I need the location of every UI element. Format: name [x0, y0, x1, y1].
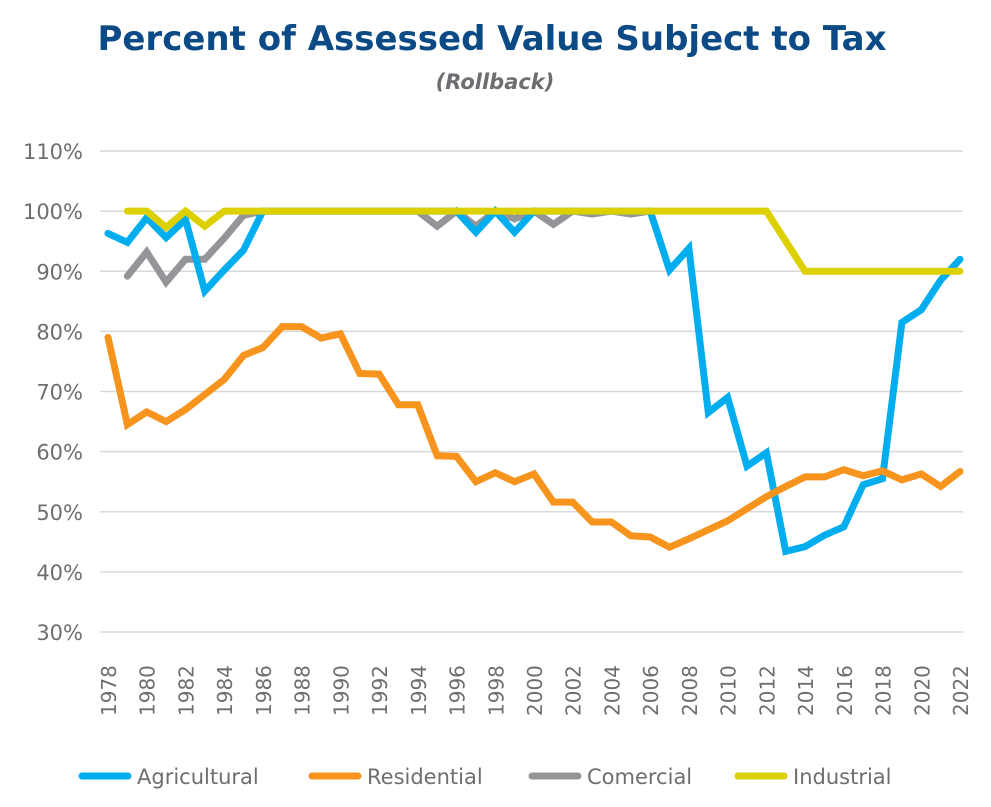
legend-label: Comercial [587, 765, 692, 789]
x-tick-label: 2012 [755, 665, 779, 716]
y-tick-label: 80% [36, 320, 83, 344]
x-tick-label: 2000 [523, 665, 547, 716]
x-tick-label: 2016 [833, 665, 857, 716]
y-tick-label: 70% [36, 381, 83, 405]
series-line-agricultural [104, 205, 964, 556]
x-tick-label: 1990 [329, 665, 353, 716]
x-tick-label: 1998 [484, 665, 508, 716]
y-tick-label: 100% [23, 200, 83, 224]
x-tick-label: 1984 [213, 665, 237, 716]
x-tick-label: 1992 [368, 665, 392, 716]
legend-label: Industrial [793, 765, 892, 789]
x-tick-label: 2020 [910, 665, 934, 716]
series-lines [104, 205, 964, 556]
series-line-industrial [123, 206, 964, 275]
legend-item-industrial: Industrial [734, 765, 892, 789]
x-tick-label: 2006 [639, 665, 663, 716]
legend-label: Agricultural [137, 765, 259, 789]
legend-item-agricultural: Agricultural [78, 765, 259, 789]
x-tick-label: 2014 [794, 665, 818, 716]
legend-item-residential: Residential [308, 765, 483, 789]
x-tick-label: 2008 [678, 665, 702, 716]
x-tick-label: 1978 [97, 665, 121, 716]
y-tick-label: 90% [36, 260, 83, 284]
x-tick-label: 1996 [446, 665, 470, 716]
y-tick-label: 50% [36, 501, 83, 525]
x-tick-label: 1980 [136, 665, 160, 716]
x-tick-label: 1982 [174, 665, 198, 716]
y-tick-label: 40% [36, 561, 83, 585]
x-axis: 1978 1980 1982 1984 1986 1988 1990 1992 1994 1996… [97, 665, 973, 716]
x-tick-label: 1988 [291, 665, 315, 716]
x-tick-label: 2002 [562, 665, 586, 716]
chart-subtitle: (Rollback) [436, 70, 555, 94]
x-tick-label: 2022 [949, 665, 973, 716]
gridlines [100, 150, 963, 633]
x-tick-label: 1986 [252, 665, 276, 716]
y-tick-label: 110% [23, 140, 83, 164]
series-line-residential [104, 323, 964, 552]
legend-label: Residential [367, 765, 483, 789]
x-tick-label: 1994 [407, 665, 431, 716]
y-axis: 30% 40% 50% 60% 70% 80% 90% 100% 110% [23, 140, 83, 645]
chart-title: Percent of Assessed Value Subject to Tax [97, 19, 886, 59]
x-tick-label: 2010 [717, 665, 741, 716]
y-tick-label: 30% [36, 621, 83, 645]
x-tick-label: 2004 [600, 665, 624, 716]
y-tick-label: 60% [36, 441, 83, 465]
legend-item-comercial: Comercial [528, 765, 692, 789]
x-tick-label: 2018 [872, 665, 896, 716]
legend: Agricultural Residential Comercial Industri… [78, 765, 892, 789]
